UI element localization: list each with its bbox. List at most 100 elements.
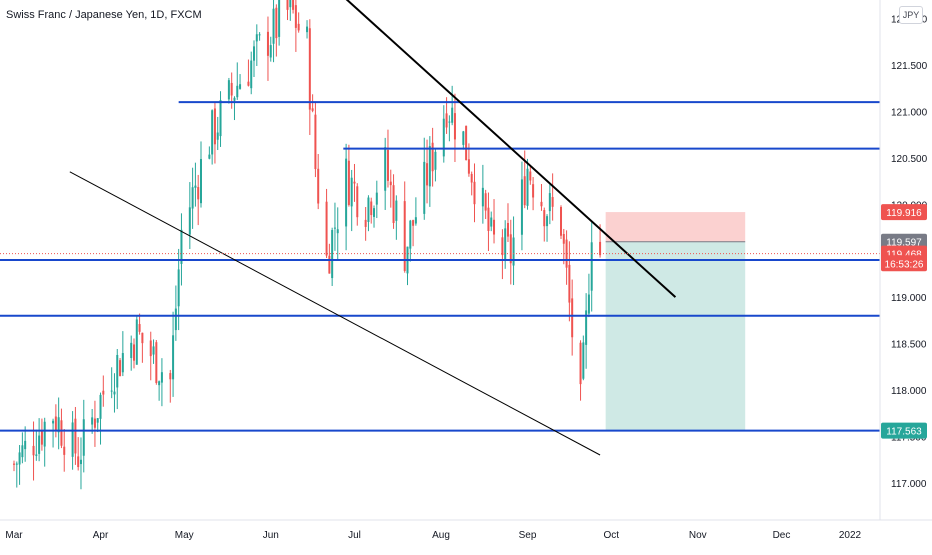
candle-body xyxy=(24,440,27,450)
candle-body xyxy=(52,420,55,424)
y-tick-label: 118.500 xyxy=(891,340,927,351)
time-axis[interactable] xyxy=(0,520,932,550)
y-tick-label: 117.000 xyxy=(891,479,927,490)
candle-body xyxy=(543,210,546,227)
candle-body xyxy=(325,201,328,256)
candle-body xyxy=(57,417,60,433)
candle-body xyxy=(110,390,113,392)
candle-body xyxy=(91,417,94,425)
candle-body xyxy=(599,241,602,256)
candle-body xyxy=(392,185,395,224)
x-tick-label: Jun xyxy=(263,530,279,541)
candle-body xyxy=(451,107,454,123)
candle-body xyxy=(247,81,250,86)
candle-body xyxy=(328,255,331,274)
candle-body xyxy=(40,430,43,445)
candle-body xyxy=(412,220,415,226)
candle-body xyxy=(294,5,297,28)
candle-body xyxy=(12,463,16,465)
candle-body xyxy=(250,60,253,89)
candle-body xyxy=(255,34,258,42)
candle-body xyxy=(453,113,456,140)
currency-button[interactable]: JPY xyxy=(899,6,923,24)
candle-body xyxy=(211,110,214,155)
x-tick-label: Sep xyxy=(519,530,537,541)
short-stop-zone[interactable] xyxy=(605,212,746,242)
candle-body xyxy=(375,192,378,205)
candle-body xyxy=(253,46,256,61)
candle-body xyxy=(540,201,543,207)
y-tick-label: 120.500 xyxy=(891,154,928,165)
candle-body xyxy=(481,187,484,207)
candle-body xyxy=(21,445,24,458)
candle-body xyxy=(353,181,356,184)
candle-body xyxy=(431,142,434,172)
candle-body xyxy=(191,187,194,209)
candle-body xyxy=(60,420,63,446)
x-tick-label: Jul xyxy=(348,530,361,541)
candle-body xyxy=(96,418,99,423)
price-label-box xyxy=(881,422,927,439)
candle-body xyxy=(532,184,535,198)
candle-body xyxy=(448,121,451,123)
candle-body xyxy=(414,217,417,224)
candle-body xyxy=(370,201,373,216)
candle-body xyxy=(403,201,406,271)
candle-body xyxy=(548,193,551,212)
candle-body xyxy=(149,340,152,357)
candle-body xyxy=(311,108,314,111)
candle-body xyxy=(197,187,200,200)
candle-body xyxy=(470,173,473,183)
candle-body xyxy=(373,208,376,217)
candle-body xyxy=(38,435,41,454)
candle-body xyxy=(562,234,565,244)
trendline[interactable] xyxy=(69,171,601,456)
price-label-text: 119.597 xyxy=(886,238,922,249)
y-tick-label: 119.000 xyxy=(891,293,927,304)
y-tick-label: 121.000 xyxy=(891,107,928,118)
candle-body xyxy=(278,0,281,37)
x-tick-label: Nov xyxy=(689,530,707,541)
candle-body xyxy=(275,7,278,39)
candle-body xyxy=(194,185,197,188)
chart-title: Swiss Franc / Japanese Yen, 1D, FXCM xyxy=(6,9,202,21)
candle-body xyxy=(467,159,470,174)
candle-body xyxy=(546,216,549,227)
candle-body xyxy=(71,422,74,457)
price-label-text: 16:53:26 xyxy=(885,259,924,270)
trendline[interactable] xyxy=(265,0,677,298)
candle-body xyxy=(308,28,311,110)
price-axis[interactable] xyxy=(880,0,932,550)
candle-body xyxy=(213,108,216,145)
price-label-box xyxy=(881,255,927,272)
candle-body xyxy=(43,421,46,447)
candle-body xyxy=(445,113,448,128)
candle-body xyxy=(520,179,523,235)
price-label-box xyxy=(881,204,927,221)
candle-body xyxy=(512,237,515,266)
candle-body xyxy=(199,159,202,204)
candle-body xyxy=(174,308,177,331)
x-tick-label: Mar xyxy=(5,530,23,541)
price-label-text: 119.916 xyxy=(886,208,922,219)
candle-body xyxy=(582,342,585,379)
price-label-text: 119.468 xyxy=(886,250,922,261)
short-target-zone[interactable] xyxy=(605,241,746,431)
x-tick-label: 2022 xyxy=(839,530,862,541)
candle-body xyxy=(426,163,429,186)
candle-body xyxy=(526,168,529,206)
candle-body xyxy=(15,463,18,465)
candle-body xyxy=(484,193,487,211)
price-label-text: 117.563 xyxy=(886,427,922,438)
candle-body xyxy=(133,344,136,361)
candle-body xyxy=(331,230,334,279)
candle-body xyxy=(169,373,172,380)
candle-body xyxy=(292,0,295,10)
candle-body xyxy=(490,217,493,227)
candle-body xyxy=(571,298,574,338)
candle-body xyxy=(565,239,568,268)
candle-body xyxy=(493,219,496,235)
candle-body xyxy=(227,80,230,100)
